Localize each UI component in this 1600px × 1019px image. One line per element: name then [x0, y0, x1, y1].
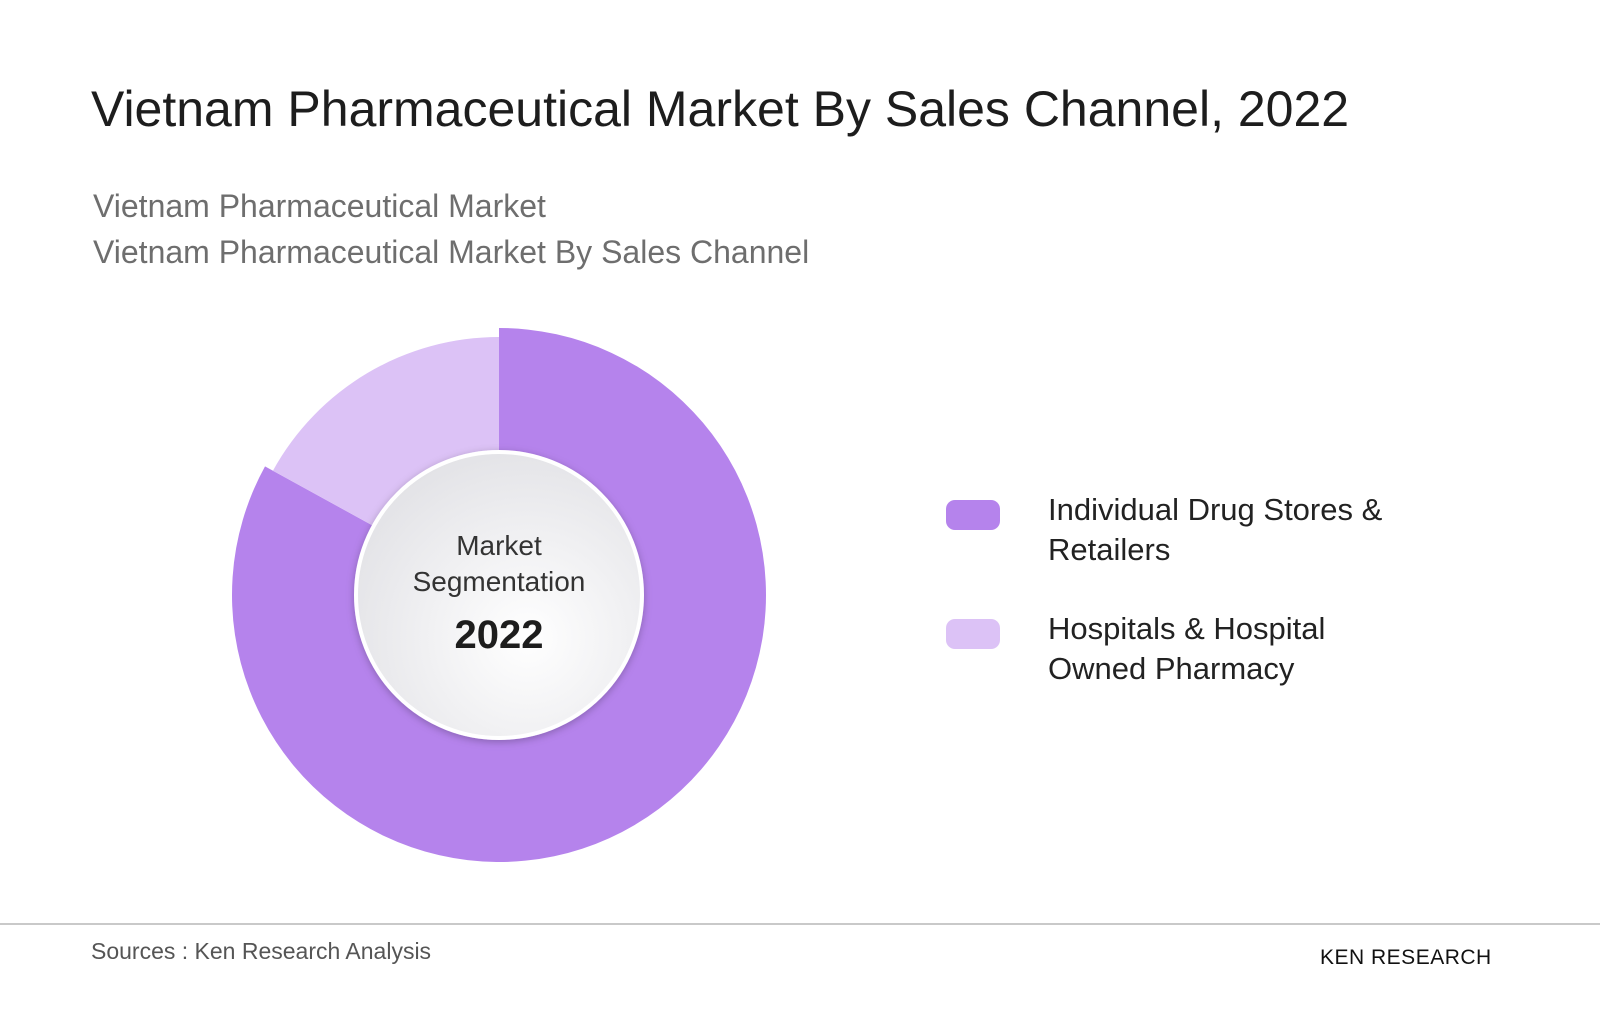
subtitle: Vietnam Pharmaceutical Market By Sales C…	[93, 234, 810, 270]
slice	[232, 328, 767, 863]
chart: Market Segmentation 2022	[232, 328, 767, 863]
source: Sources : Ken Research Analysis	[91, 938, 432, 964]
legend-swatch	[946, 619, 1000, 649]
slices	[232, 328, 767, 863]
chart-title: Vietnam Pharmaceutical Market By Sales C…	[91, 81, 1350, 137]
center-hole	[354, 450, 644, 740]
divider	[0, 923, 1600, 925]
slice	[272, 337, 499, 527]
center-year: 2022	[455, 613, 544, 657]
logo: KEN RESEARCH	[1320, 946, 1492, 969]
legend-label: Individual Drug Stores & Retailers	[1048, 492, 1383, 567]
legend-swatch	[946, 500, 1000, 530]
center-label: Market Segmentation	[413, 530, 586, 597]
legend-label: Hospitals & Hospital Owned Pharmacy	[1048, 611, 1326, 686]
subtitle: Vietnam Pharmaceutical Market	[93, 188, 546, 224]
